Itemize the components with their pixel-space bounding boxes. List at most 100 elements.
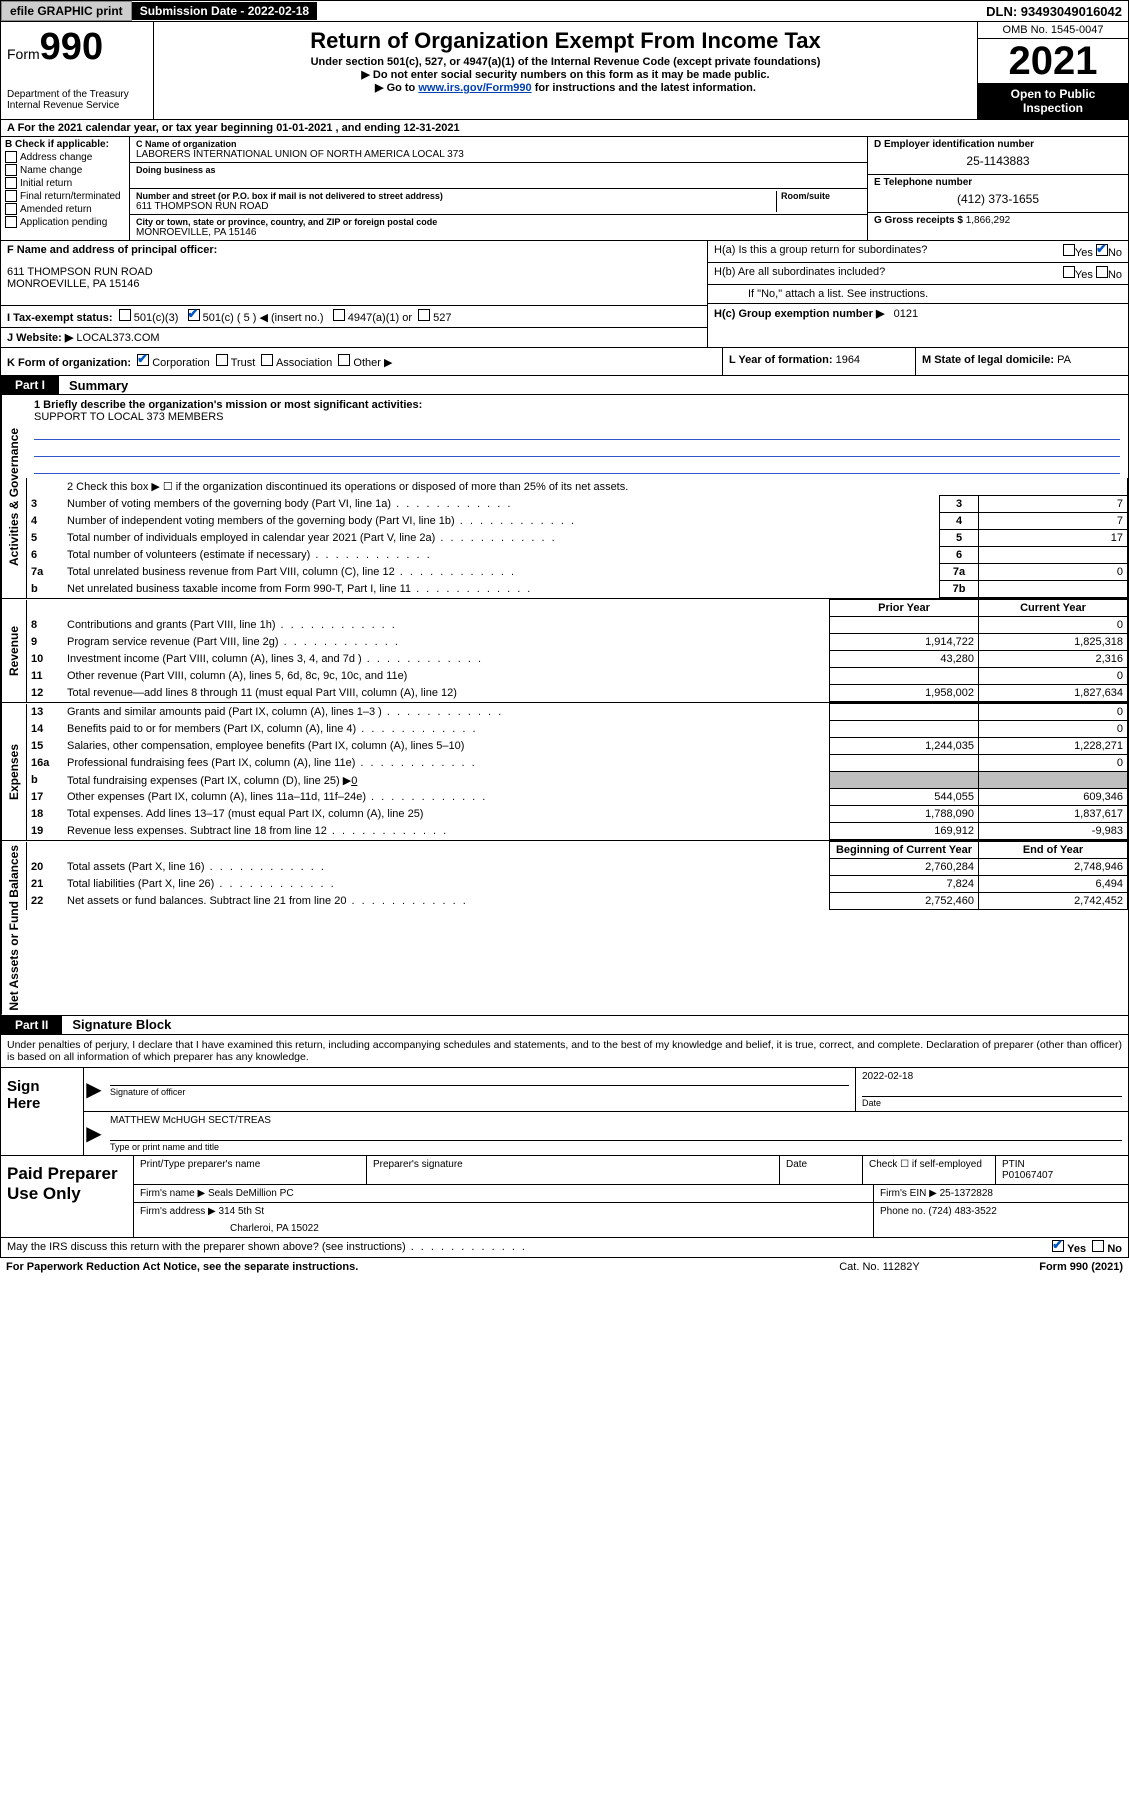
exp15-curr: 1,228,271: [979, 738, 1128, 755]
chk-address-change[interactable]: Address change: [5, 151, 125, 163]
hc-label: H(c) Group exemption number ▶: [714, 308, 884, 320]
website-value: LOCAL373.COM: [76, 332, 159, 344]
chk-amended[interactable]: Amended return: [5, 203, 125, 215]
sign-here-label: Sign Here: [1, 1068, 84, 1155]
rev8-curr: 0: [979, 617, 1128, 634]
net20-begin: 2,760,284: [830, 859, 979, 876]
chk-application-pending[interactable]: Application pending: [5, 216, 125, 228]
efile-button[interactable]: efile GRAPHIC print: [1, 1, 132, 21]
val-line5: 17: [979, 530, 1128, 547]
discuss-yes[interactable]: [1052, 1240, 1064, 1252]
exp19-curr: -9,983: [979, 823, 1128, 840]
form-number-block: Form990 Department of the Treasury Inter…: [1, 22, 154, 119]
section-b: B Check if applicable: Address change Na…: [1, 137, 130, 240]
chk-association[interactable]: [261, 354, 273, 366]
part-2-header: Part II Signature Block: [0, 1016, 1129, 1035]
chk-4947[interactable]: [333, 309, 345, 321]
phone-label: E Telephone number: [874, 177, 1122, 188]
rev9-prior: 1,914,722: [830, 634, 979, 651]
val-line7b: [979, 581, 1128, 598]
rev12-prior: 1,958,002: [830, 685, 979, 702]
cat-no: Cat. No. 11282Y: [839, 1261, 1039, 1273]
irs-label: Internal Revenue Service: [7, 100, 147, 111]
irs-discuss-row: May the IRS discuss this return with the…: [0, 1238, 1129, 1258]
exp18-prior: 1,788,090: [830, 806, 979, 823]
val-line6: [979, 547, 1128, 564]
form-title: Return of Organization Exempt From Incom…: [160, 28, 971, 54]
exp14-prior: [830, 721, 979, 738]
part-2-tab: Part II: [1, 1016, 62, 1034]
net22-begin: 2,752,460: [830, 893, 979, 910]
officer-name: MATTHEW McHUGH SECT/TREAS: [110, 1115, 1122, 1126]
chk-501c3[interactable]: [119, 309, 131, 321]
hb-no[interactable]: [1096, 266, 1108, 278]
firm-name-label: Firm's name ▶: [140, 1188, 205, 1199]
row-a-tax-year: A For the 2021 calendar year, or tax yea…: [0, 120, 1129, 137]
officer-addr2: MONROEVILLE, PA 15146: [7, 278, 701, 290]
section-f-label: F Name and address of principal officer:: [7, 244, 701, 256]
dept-treasury: Department of the Treasury: [7, 89, 147, 100]
exp18-curr: 1,837,617: [979, 806, 1128, 823]
section-d: D Employer identification number 25-1143…: [868, 137, 1128, 240]
ptin-label: PTIN: [1002, 1159, 1122, 1170]
part-1-header: Part I Summary: [0, 376, 1129, 395]
hc-value: 0121: [894, 308, 918, 320]
header-right: OMB No. 1545-0047 2021 Open to Public In…: [977, 22, 1128, 119]
rev8-prior: [830, 617, 979, 634]
irs-discuss-text: May the IRS discuss this return with the…: [7, 1241, 1052, 1253]
ha-yes[interactable]: [1063, 244, 1075, 256]
chk-initial-return[interactable]: Initial return: [5, 177, 125, 189]
form-label: Form: [7, 46, 40, 62]
preparer-name-label: Print/Type preparer's name: [134, 1156, 367, 1184]
part-2-title: Signature Block: [62, 1017, 171, 1032]
chk-name-change[interactable]: Name change: [5, 164, 125, 176]
exp13-prior: [830, 704, 979, 721]
hb-label: H(b) Are all subordinates included?: [714, 266, 885, 281]
rev9-curr: 1,825,318: [979, 634, 1128, 651]
firm-phone-label: Phone no.: [880, 1206, 926, 1217]
self-employed-check[interactable]: Check ☐ if self-employed: [863, 1156, 996, 1184]
exp19-prior: 169,912: [830, 823, 979, 840]
revenue-table: Prior YearCurrent Year 8Contributions an…: [26, 599, 1128, 702]
net22-end: 2,742,452: [979, 893, 1128, 910]
net-assets-section: Net Assets or Fund Balances Beginning of…: [0, 841, 1129, 1016]
firm-address2: Charleroi, PA 15022: [140, 1217, 867, 1234]
hb-yes[interactable]: [1063, 266, 1075, 278]
ha-no[interactable]: [1096, 244, 1108, 256]
firm-ein-label: Firm's EIN ▶: [880, 1188, 937, 1199]
exp17-curr: 609,346: [979, 789, 1128, 806]
governance-section: Activities & Governance 1 Briefly descri…: [0, 395, 1129, 599]
year-formation: 1964: [836, 354, 860, 366]
vtab-net-assets: Net Assets or Fund Balances: [1, 841, 26, 1015]
val-line4: 7: [979, 513, 1128, 530]
subtitle-1: Under section 501(c), 527, or 4947(a)(1)…: [160, 56, 971, 68]
chk-corporation[interactable]: [137, 354, 149, 366]
vtab-governance: Activities & Governance: [1, 395, 26, 598]
sign-here-block: Sign Here ▶ Signature of officer 2022-02…: [0, 1068, 1129, 1156]
mission-block: 1 Briefly describe the organization's mi…: [26, 395, 1128, 478]
subtitle-2: ▶ Do not enter social security numbers o…: [160, 68, 971, 81]
chk-trust[interactable]: [216, 354, 228, 366]
gross-receipts-value: 1,866,292: [966, 215, 1011, 226]
net20-end: 2,748,946: [979, 859, 1128, 876]
chk-other[interactable]: [338, 354, 350, 366]
tax-year: 2021: [978, 39, 1128, 83]
paperwork-notice: For Paperwork Reduction Act Notice, see …: [6, 1261, 839, 1273]
ein-label: D Employer identification number: [874, 139, 1122, 150]
org-name-label: C Name of organization: [136, 139, 861, 149]
part-1-title: Summary: [59, 378, 128, 393]
discuss-no[interactable]: [1092, 1240, 1104, 1252]
irs-link[interactable]: www.irs.gov/Form990: [418, 82, 531, 94]
section-klm: K Form of organization: Corporation Trus…: [0, 348, 1129, 376]
form-header: Form990 Department of the Treasury Inter…: [0, 22, 1129, 120]
state-domicile: PA: [1057, 354, 1071, 366]
part-1-tab: Part I: [1, 376, 59, 394]
section-b-header: B Check if applicable:: [5, 139, 125, 150]
city-label: City or town, state or province, country…: [136, 217, 861, 227]
chk-final-return[interactable]: Final return/terminated: [5, 190, 125, 202]
form-footer: Form 990 (2021): [1039, 1261, 1123, 1273]
hb-note: If "No," attach a list. See instructions…: [708, 285, 1128, 304]
preparer-date-label: Date: [780, 1156, 863, 1184]
chk-501c[interactable]: [188, 309, 200, 321]
chk-527[interactable]: [418, 309, 430, 321]
